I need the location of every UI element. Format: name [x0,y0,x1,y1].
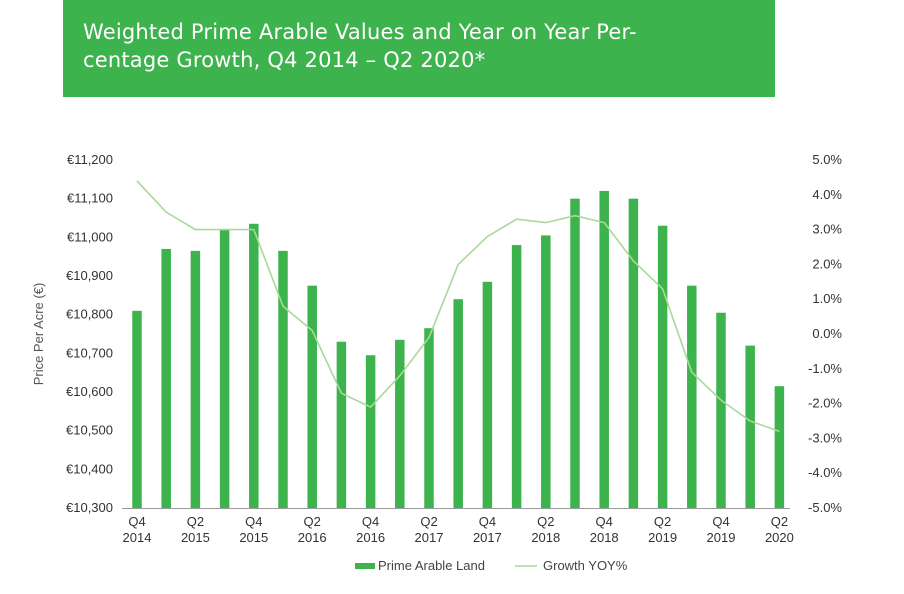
bar-prime-arable-land [132,310,142,508]
x-axis-tick-quarter: Q2 [304,514,321,529]
left-axis-tick-label: €10,600 [66,384,113,399]
bar-prime-arable-land [365,355,376,508]
bar-prime-arable-land [453,299,463,508]
x-axis-tick-quarter: Q4 [128,514,145,529]
right-axis-tick-label: 4.0% [812,187,842,202]
bar-prime-arable-land [599,190,609,508]
x-axis-tick-quarter: Q2 [771,514,788,529]
x-axis-tick-quarter: Q2 [537,514,554,529]
bar-prime-arable-land [657,225,668,508]
right-axis-tick-label: -5.0% [808,500,842,515]
bar-prime-arable-land [774,386,785,508]
left-axis-tick-label: €10,500 [66,423,113,438]
bar-prime-arable-land [278,250,288,508]
bar-prime-arable-land [687,285,697,508]
left-axis-tick-label: €10,300 [66,500,113,515]
x-axis-tick-quarter: Q2 [187,514,204,529]
legend-swatch-prime-arable-land [355,563,375,569]
x-axis-tick-year: 2020 [765,530,794,545]
x-axis-tick-year: 2014 [123,530,152,545]
x-axis-tick-quarter: Q4 [479,514,496,529]
x-axis-tick-year: 2016 [356,530,385,545]
chart-title-line-1: Weighted Prime Arable Values and Year on… [83,20,637,44]
bar-prime-arable-land [219,229,230,508]
chart-title-line-2: centage Growth, Q4 2014 – Q2 2020* [83,48,486,72]
x-axis-tick-quarter: Q4 [712,514,729,529]
left-axis-tick-label: €10,700 [66,345,113,360]
right-axis-tick-label: -2.0% [808,396,842,411]
left-axis-tick-label: €11,000 [67,229,113,244]
right-axis-tick-label: -3.0% [808,430,842,445]
line-growth-yoy [136,180,780,433]
x-axis-tick-quarter: Q2 [654,514,671,529]
x-axis-tick-year: 2018 [531,530,560,545]
x-axis-tick-year: 2017 [473,530,502,545]
x-axis-tick-quarter: Q4 [596,514,613,529]
bar-prime-arable-land [307,285,317,508]
x-axis-tick-year: 2015 [239,530,268,545]
right-axis-tick-label: -4.0% [808,465,842,480]
x-axis-tick-year: 2017 [415,530,444,545]
bar-prime-arable-land [541,235,551,508]
x-axis-tick-year: 2019 [648,530,677,545]
right-axis-tick-label: 2.0% [812,256,842,271]
x-axis-tick-quarter: Q2 [420,514,437,529]
bar-prime-arable-land [424,328,434,508]
right-axis-tick-label: -1.0% [808,361,842,376]
x-axis-tick-quarter: Q4 [245,514,262,529]
left-axis-tick-label: €11,100 [67,191,113,206]
bar-prime-arable-land [745,345,755,508]
y-axis-label: Price Per Acre (€) [31,283,46,386]
right-axis-tick-label: 0.0% [812,326,842,341]
x-axis-tick-year: 2018 [590,530,619,545]
left-axis-tick-label: €10,900 [66,268,113,283]
legend-label-growth-yoy: Growth YOY% [543,558,628,573]
left-axis-tick-label: €11,200 [67,152,113,167]
bar-prime-arable-land [161,248,171,508]
chart-title-banner: Weighted Prime Arable Values and Year on… [63,0,775,97]
bar-prime-arable-land [482,281,493,508]
x-axis-tick-quarter: Q4 [362,514,379,529]
bar-prime-arable-land [511,245,522,509]
bar-prime-arable-land [570,198,580,508]
bar-prime-arable-land [336,341,347,508]
right-axis-tick-label: 5.0% [812,152,842,167]
x-axis-tick-year: 2015 [181,530,210,545]
bar-prime-arable-land [628,198,639,508]
bar-prime-arable-land [716,312,726,508]
left-axis-tick-label: €10,400 [66,461,113,476]
bar-prime-arable-land [249,223,259,509]
bar-prime-arable-land [190,250,201,508]
legend-label-prime-arable-land: Prime Arable Land [378,558,485,573]
x-axis-tick-year: 2016 [298,530,327,545]
x-axis-tick-year: 2019 [707,530,736,545]
right-axis-tick-label: 1.0% [812,291,842,306]
right-axis-tick-label: 3.0% [812,222,842,237]
left-axis-tick-label: €10,800 [66,307,113,322]
bar-prime-arable-land [395,339,405,508]
